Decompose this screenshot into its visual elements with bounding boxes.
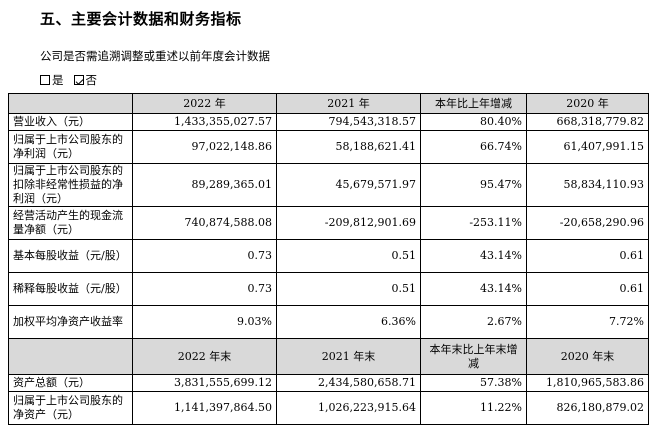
choice-yes: 是 [40, 72, 64, 88]
cell-value: -253.11% [420, 206, 527, 240]
row-label: 归属于上市公司股东的净资产（元） [8, 391, 133, 425]
table-row: 稀释每股收益（元/股） 0.73 0.51 43.14% 0.61 [8, 272, 649, 306]
table2-header-row: 2022 年末 2021 年末 本年末比上年末增减 2020 年末 [8, 338, 649, 375]
table-row: 营业收入（元） 1,433,355,027.57 794,543,318.57 … [8, 113, 649, 131]
row-label: 加权平均净资产收益率 [8, 305, 133, 339]
table-row: 基本每股收益（元/股） 0.73 0.51 43.14% 0.61 [8, 239, 649, 273]
table-row: 归属于上市公司股东的净资产（元） 1,141,397,864.50 1,026,… [8, 391, 649, 425]
row-label: 归属于上市公司股东的扣除非经常性损益的净利润（元） [8, 163, 133, 207]
table2-header-blank [8, 338, 133, 375]
cell-value: 1,141,397,864.50 [132, 391, 277, 425]
choice-no: 否 [73, 72, 98, 88]
cell-value: 11.22% [420, 391, 527, 425]
cell-value: 7.72% [526, 305, 649, 339]
cell-value: 45,679,571.97 [276, 163, 421, 207]
cell-value: -20,658,290.96 [526, 206, 649, 240]
cell-value: -209,812,901.69 [276, 206, 421, 240]
cell-value: 80.40% [420, 113, 527, 131]
cell-value: 0.51 [276, 272, 421, 306]
table-row: 归属于上市公司股东的扣除非经常性损益的净利润（元） 89,289,365.01 … [8, 163, 649, 207]
restatement-choices: 是 否 [40, 72, 97, 88]
cell-value: 95.47% [420, 163, 527, 207]
choice-yes-label: 是 [52, 73, 64, 87]
table1-header-col: 2021 年 [276, 93, 421, 114]
table-row: 加权平均净资产收益率 9.03% 6.36% 2.67% 7.72% [8, 305, 649, 339]
section-title: 五、主要会计数据和财务指标 [40, 10, 242, 28]
table1-header-col: 2022 年 [132, 93, 277, 114]
cell-value: 66.74% [420, 130, 527, 164]
row-label: 营业收入（元） [8, 113, 133, 131]
table1-header-col: 本年比上年增减 [420, 93, 527, 114]
cell-value: 58,188,621.41 [276, 130, 421, 164]
cell-value: 57.38% [420, 374, 527, 392]
cell-value: 43.14% [420, 239, 527, 273]
table1-header-row: 2022 年 2021 年 本年比上年增减 2020 年 [8, 93, 649, 114]
cell-value: 6.36% [276, 305, 421, 339]
checkbox-yes [40, 75, 50, 85]
cell-value: 43.14% [420, 272, 527, 306]
cell-value: 58,834,110.93 [526, 163, 649, 207]
table2-header-col: 2021 年末 [276, 338, 421, 375]
row-label: 归属于上市公司股东的净利润（元） [8, 130, 133, 164]
table-row: 经营活动产生的现金流量净额（元） 740,874,588.08 -209,812… [8, 206, 649, 240]
cell-value: 1,026,223,915.64 [276, 391, 421, 425]
table2-header-col: 2022 年末 [132, 338, 277, 375]
row-label: 稀释每股收益（元/股） [8, 272, 133, 306]
cell-value: 9.03% [132, 305, 277, 339]
cell-value: 89,289,365.01 [132, 163, 277, 207]
checkbox-no-checked [73, 75, 84, 85]
cell-value: 61,407,991.15 [526, 130, 649, 164]
cell-value: 826,180,879.02 [526, 391, 649, 425]
cell-value: 0.51 [276, 239, 421, 273]
table1-header-blank [8, 93, 133, 114]
table-row: 资产总额（元） 3,831,555,699.12 2,434,580,658.7… [8, 374, 649, 392]
cell-value: 794,543,318.57 [276, 113, 421, 131]
cell-value: 0.61 [526, 272, 649, 306]
table-row: 归属于上市公司股东的净利润（元） 97,022,148.86 58,188,62… [8, 130, 649, 164]
restatement-question: 公司是否需追溯调整或重述以前年度会计数据 [40, 49, 270, 63]
cell-value: 97,022,148.86 [132, 130, 277, 164]
cell-value: 1,810,965,583.86 [526, 374, 649, 392]
table1-header-col: 2020 年 [526, 93, 649, 114]
cell-value: 2,434,580,658.71 [276, 374, 421, 392]
choice-no-label: 否 [85, 73, 98, 87]
cell-value: 0.73 [132, 272, 277, 306]
cell-value: 740,874,588.08 [132, 206, 277, 240]
cell-value: 668,318,779.82 [526, 113, 649, 131]
cell-value: 0.61 [526, 239, 649, 273]
row-label: 基本每股收益（元/股） [8, 239, 133, 273]
cell-value: 0.73 [132, 239, 277, 273]
table2-header-col: 2020 年末 [526, 338, 649, 375]
cell-value: 3,831,555,699.12 [132, 374, 277, 392]
row-label: 经营活动产生的现金流量净额（元） [8, 206, 133, 240]
table2-header-col: 本年末比上年末增减 [420, 338, 527, 375]
financial-indicators-table: 2022 年 2021 年 本年比上年增减 2020 年 营业收入（元） 1,4… [8, 93, 649, 425]
cell-value: 1,433,355,027.57 [132, 113, 277, 131]
cell-value: 2.67% [420, 305, 527, 339]
row-label: 资产总额（元） [8, 374, 133, 392]
